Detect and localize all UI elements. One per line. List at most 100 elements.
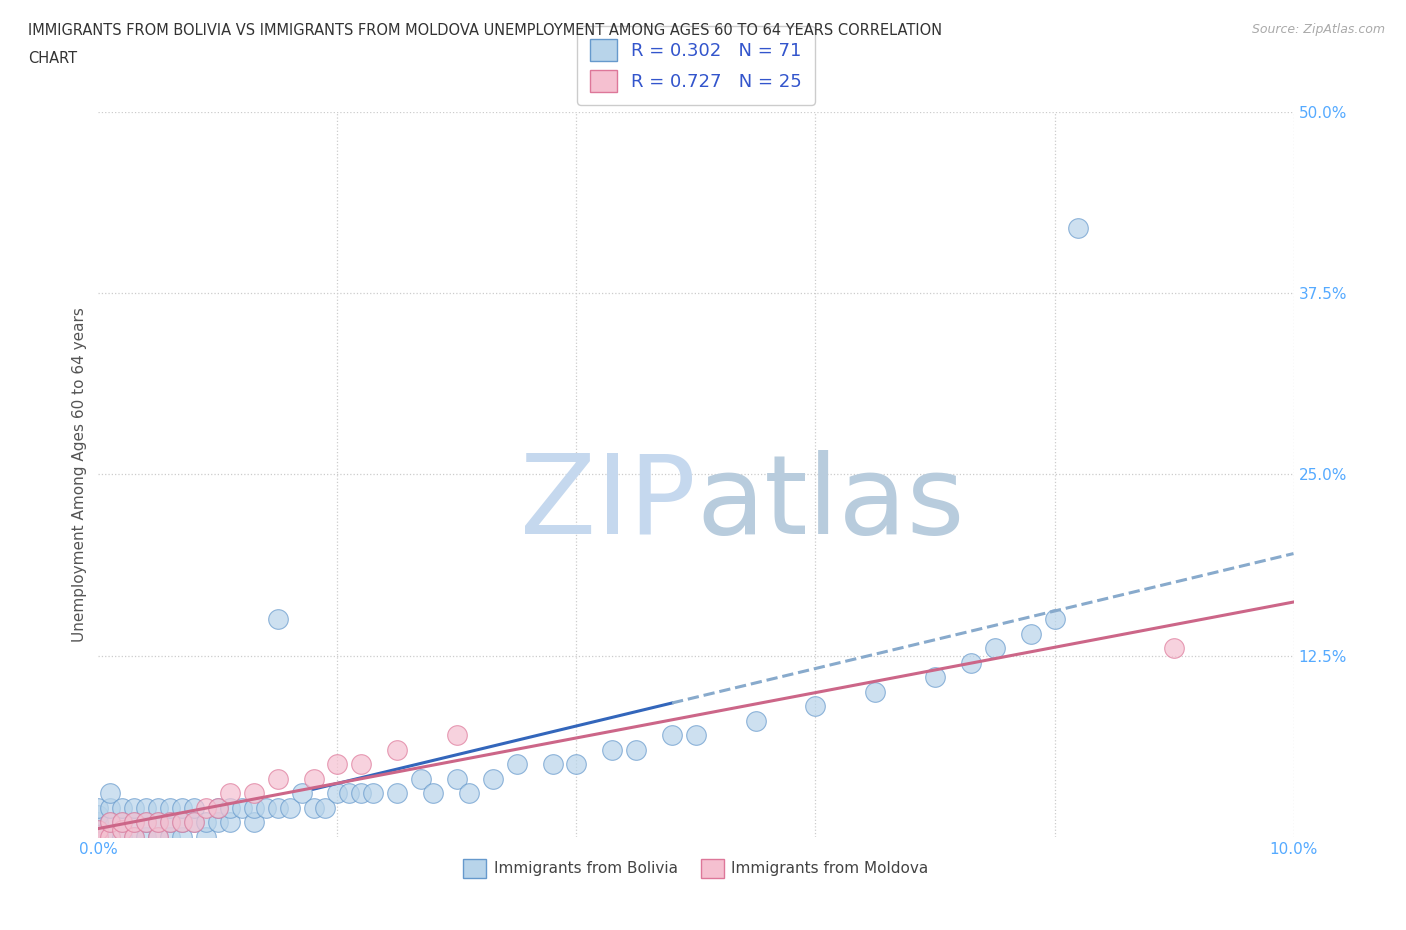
Point <box>302 801 325 816</box>
Point <box>159 815 181 830</box>
Point <box>745 713 768 728</box>
Point <box>541 757 564 772</box>
Point <box>243 815 266 830</box>
Point <box>411 772 433 787</box>
Point <box>661 728 683 743</box>
Point <box>243 801 266 816</box>
Point <box>172 815 194 830</box>
Point <box>350 757 373 772</box>
Point <box>183 815 205 830</box>
Point <box>207 801 229 816</box>
Text: CHART: CHART <box>28 51 77 66</box>
Point <box>148 815 170 830</box>
Point <box>111 815 134 830</box>
Point <box>458 786 481 801</box>
Point <box>98 830 122 844</box>
Point <box>98 830 122 844</box>
Point <box>602 742 624 757</box>
Point <box>924 670 946 684</box>
Point <box>111 801 134 816</box>
Y-axis label: Unemployment Among Ages 60 to 64 years: Unemployment Among Ages 60 to 64 years <box>72 307 87 642</box>
Point <box>172 830 194 844</box>
Point <box>98 815 122 830</box>
Point <box>87 808 110 823</box>
Point <box>231 801 253 816</box>
Point <box>267 801 290 816</box>
Point <box>124 815 146 830</box>
Point <box>124 801 146 816</box>
Point <box>506 757 529 772</box>
Point <box>267 772 290 787</box>
Point <box>278 801 301 816</box>
Point <box>291 786 314 801</box>
Point <box>135 830 157 844</box>
Point <box>1019 627 1042 642</box>
Point <box>1043 612 1066 627</box>
Point <box>98 786 122 801</box>
Point <box>159 815 181 830</box>
Point <box>148 830 170 844</box>
Point <box>446 728 468 743</box>
Point <box>98 801 122 816</box>
Point <box>98 815 122 830</box>
Point <box>111 815 134 830</box>
Point <box>207 815 229 830</box>
Point <box>135 815 157 830</box>
Point <box>243 786 266 801</box>
Point <box>804 699 827 714</box>
Point <box>254 801 277 816</box>
Point <box>565 757 588 772</box>
Point <box>87 830 110 844</box>
Point <box>87 830 110 844</box>
Text: atlas: atlas <box>696 450 965 557</box>
Point <box>124 830 146 844</box>
Point <box>183 815 205 830</box>
Point <box>1163 641 1185 656</box>
Point <box>124 815 146 830</box>
Point <box>111 822 134 837</box>
Text: Source: ZipAtlas.com: Source: ZipAtlas.com <box>1251 23 1385 36</box>
Point <box>267 612 290 627</box>
Text: IMMIGRANTS FROM BOLIVIA VS IMMIGRANTS FROM MOLDOVA UNEMPLOYMENT AMONG AGES 60 TO: IMMIGRANTS FROM BOLIVIA VS IMMIGRANTS FR… <box>28 23 942 38</box>
Point <box>159 801 181 816</box>
Point <box>207 801 229 816</box>
Point <box>159 830 181 844</box>
Point <box>135 815 157 830</box>
Point <box>172 801 194 816</box>
Point <box>363 786 385 801</box>
Point <box>422 786 444 801</box>
Point <box>219 786 242 801</box>
Point <box>195 801 218 816</box>
Point <box>148 830 170 844</box>
Point <box>148 801 170 816</box>
Legend: Immigrants from Bolivia, Immigrants from Moldova: Immigrants from Bolivia, Immigrants from… <box>457 853 935 884</box>
Point <box>326 757 349 772</box>
Point <box>219 815 242 830</box>
Point <box>87 815 110 830</box>
Point <box>183 801 205 816</box>
Point <box>219 801 242 816</box>
Point <box>1067 220 1090 235</box>
Point <box>195 830 218 844</box>
Point <box>135 801 157 816</box>
Point <box>482 772 505 787</box>
Point <box>111 830 134 844</box>
Point <box>984 641 1007 656</box>
Point <box>148 815 170 830</box>
Point <box>87 822 110 837</box>
Point <box>960 656 983 671</box>
Text: ZIP: ZIP <box>520 450 696 557</box>
Point <box>315 801 337 816</box>
Point <box>385 742 409 757</box>
Point <box>339 786 361 801</box>
Point <box>87 801 110 816</box>
Point <box>326 786 349 801</box>
Point <box>195 815 218 830</box>
Point <box>385 786 409 801</box>
Point <box>865 684 887 699</box>
Point <box>124 830 146 844</box>
Point <box>87 822 110 837</box>
Point <box>350 786 373 801</box>
Point <box>172 815 194 830</box>
Point <box>302 772 325 787</box>
